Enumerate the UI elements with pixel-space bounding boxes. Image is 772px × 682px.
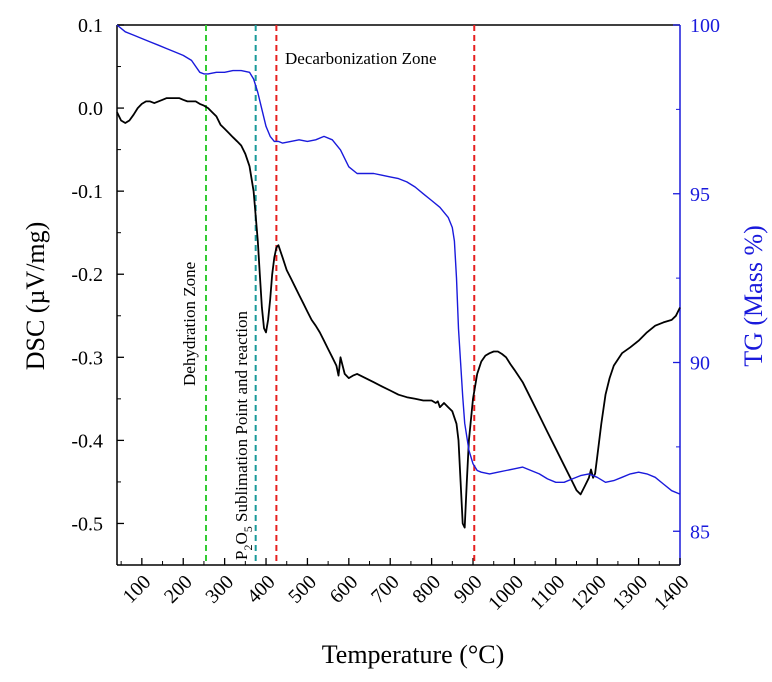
annotation-p2o5-sublimation: P2O5 Sublimation Point and reaction — [232, 310, 255, 560]
y-left-tick-label: 0.0 — [78, 98, 103, 120]
x-tick-label: 700 — [367, 571, 404, 608]
tg-series-line — [116, 24, 681, 495]
x-tick-label: 100 — [119, 571, 156, 608]
y-left-tick-label: -0.3 — [71, 347, 103, 369]
y-left-tick-label: 0.1 — [78, 15, 103, 37]
annotation-decarbonization-zone: Decarbonization Zone — [285, 49, 437, 68]
y-left-tick-label: -0.2 — [71, 264, 103, 286]
x-tick-label: 600 — [326, 571, 363, 608]
axes — [116, 24, 681, 566]
x-tick-label: 500 — [284, 571, 321, 608]
dsc-series-line — [116, 97, 681, 529]
x-tick-label: 900 — [450, 571, 487, 608]
y-right-tick-label: 85 — [690, 521, 710, 543]
y-left-tick-label: -0.1 — [71, 181, 103, 203]
x-tick-label: 300 — [201, 571, 238, 608]
zone-lines — [205, 25, 476, 565]
left-axis-title: DSC (µV/mg) — [21, 222, 50, 371]
right-axis-title: TG (Mass %) — [739, 225, 768, 367]
x-tick-label: 1300 — [608, 571, 652, 615]
tick-labels: 100 200 300 400 500 600 700 800 9001000110012001… — [71, 15, 720, 615]
x-tick-label: 1100 — [526, 571, 569, 614]
x-tick-label: 800 — [408, 571, 445, 608]
x-tick-label: 200 — [160, 571, 197, 608]
x-axis-title: Temperature (°C) — [322, 640, 505, 669]
y-left-tick-label: -0.5 — [71, 513, 103, 535]
x-tick-label: 400 — [243, 571, 280, 608]
series-group — [116, 24, 681, 529]
x-tick-label: 1000 — [484, 571, 528, 615]
x-tick-label: 1200 — [567, 571, 611, 615]
y-right-tick-label: 95 — [690, 184, 710, 206]
annotation-dehydration-zone: Dehydration Zone — [180, 262, 199, 386]
x-tick-label: 1400 — [650, 571, 694, 615]
y-right-tick-label: 90 — [690, 353, 710, 375]
y-left-tick-label: -0.4 — [71, 430, 103, 452]
y-right-tick-label: 100 — [690, 15, 720, 37]
